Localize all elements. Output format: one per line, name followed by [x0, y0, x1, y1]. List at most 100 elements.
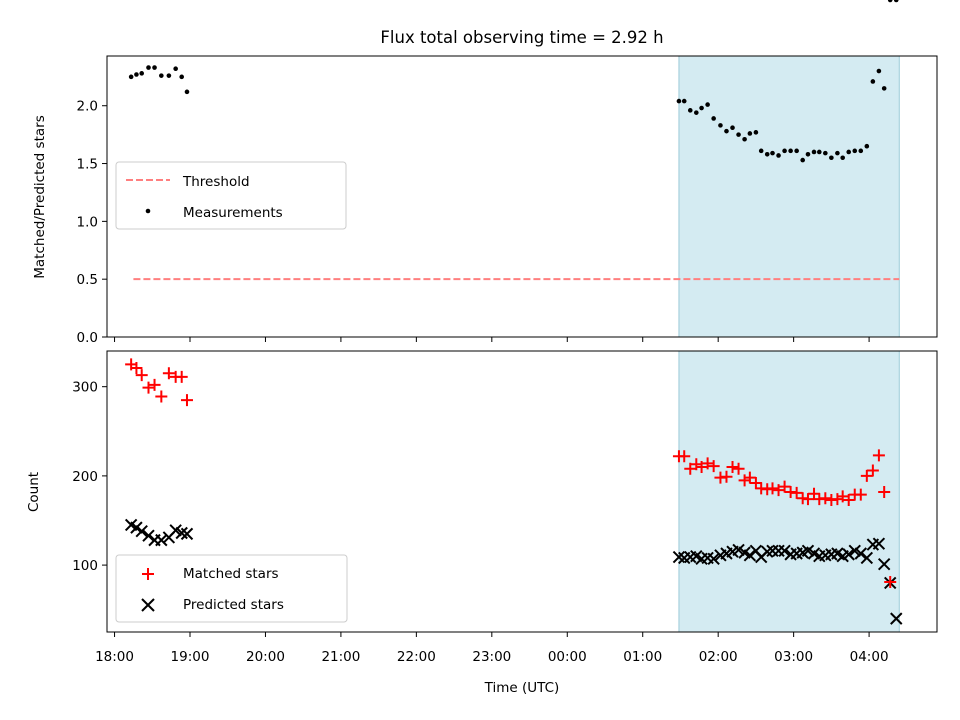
bottom-x-ticks: 18:00 19:00 20:00 21:00 22:00 23:00 00:00 01:00… [95, 632, 889, 665]
predicted-star-point [877, 557, 891, 571]
predicted-star-point [135, 524, 148, 538]
predicted-star-point [890, 612, 903, 625]
x-tick-label: 20:00 [246, 649, 285, 665]
matched-star-point [695, 460, 708, 473]
measurement-point [776, 153, 781, 158]
x-tick-label: 03:00 [774, 649, 813, 665]
predicted-star-point [860, 551, 874, 565]
measurement-point [159, 73, 164, 78]
predicted-star-point [854, 547, 867, 560]
matched-star-point [701, 457, 714, 470]
matched-star-point [808, 487, 821, 500]
measurement-point [681, 98, 687, 104]
matched-star-point [766, 482, 779, 495]
measurement-point [134, 72, 139, 77]
measurement-point [730, 125, 735, 130]
measurement-point [152, 65, 157, 70]
matched-star-point [732, 462, 745, 475]
measurement-point [711, 116, 716, 121]
measurement-point [835, 150, 840, 156]
legend-threshold-label: Threshold [182, 174, 250, 190]
predicted-star-point [707, 552, 720, 566]
measurement-point [699, 105, 704, 111]
measurement-point [846, 149, 852, 155]
legend-predicted-label: Predicted stars [183, 597, 284, 613]
measurement-point [794, 148, 799, 154]
bottom-y-axis-label: Count [26, 472, 42, 512]
measurement-point [816, 149, 822, 155]
legend-measurements-marker [145, 208, 151, 214]
matched-star-point [678, 450, 691, 463]
matched-star-point [801, 493, 814, 506]
predicted-star-point [842, 548, 855, 561]
bottom-y-tick-label: 200 [72, 469, 98, 485]
measurements-series [128, 0, 899, 163]
matched-star-point [884, 576, 897, 589]
matched-star-point [135, 369, 148, 382]
measurement-point [788, 148, 793, 154]
bottom-legend: Matched stars Predicted stars [115, 554, 348, 623]
top-axes-frame [106, 55, 938, 338]
x-tick-label: 02:00 [699, 649, 738, 665]
top-y-axis-label: Matched/Predicted stars [32, 115, 48, 278]
legend-predicted-marker [141, 598, 155, 612]
measurement-point [876, 68, 882, 74]
x-tick-label: 21:00 [321, 649, 360, 665]
measurement-point [840, 155, 845, 161]
top-y-ticks: 0.0 0.5 1.0 1.5 2.0 [77, 99, 107, 346]
measurement-point [764, 151, 770, 157]
matched-star-point [142, 381, 155, 394]
measurement-point [893, 0, 899, 3]
bottom-y-tick-label: 300 [72, 380, 98, 396]
measurement-point [718, 123, 723, 128]
top-legend: Threshold Measurements [115, 161, 347, 230]
measurement-point [128, 74, 134, 80]
top-y-tick-label: 0.5 [77, 272, 98, 288]
top-x-ticks [114, 337, 870, 342]
matched-star-point [878, 485, 891, 498]
measurement-point [146, 65, 151, 70]
measurement-point [179, 74, 184, 80]
chart-title: Flux total observing time = 2.92 h [380, 28, 663, 47]
matched-star-point [872, 449, 885, 462]
top-y-tick-label: 2.0 [77, 99, 98, 115]
predicted-star-point [743, 549, 757, 562]
matched-star-point [720, 470, 733, 483]
matched-star-point [180, 394, 193, 407]
matched-star-point [743, 471, 756, 484]
matched-star-point [175, 370, 188, 383]
top-y-tick-label: 0.0 [77, 330, 98, 346]
x-tick-label: 04:00 [850, 649, 889, 665]
matched-star-point [155, 390, 168, 403]
measurement-point [823, 150, 828, 156]
matched-star-point [790, 486, 803, 499]
x-axis-label: Time (UTC) [484, 680, 560, 696]
x-tick-label: 01:00 [623, 649, 662, 665]
matched-star-point [854, 488, 867, 501]
measurement-point [753, 130, 759, 135]
measurement-point [782, 148, 787, 154]
measurement-point [852, 148, 858, 154]
measurement-point [166, 73, 172, 78]
matched-star-point [819, 492, 832, 505]
top-panel: 0.00.51.01.52.0 Matched/Predicted stars … [32, 0, 938, 346]
measurement-point [829, 155, 834, 161]
legend-matched-marker [142, 568, 154, 580]
matched-star-point [162, 367, 175, 380]
matched-star-point [772, 484, 785, 497]
matched-star-point [860, 469, 873, 482]
predicted-star-point [778, 544, 791, 558]
bottom-panel: 18:00 19:00 20:00 21:00 22:00 23:00 00:00 01:00… [26, 351, 938, 696]
top-y-tick-label: 1.0 [77, 214, 98, 230]
measurement-point [676, 98, 682, 104]
measurement-point [184, 89, 190, 95]
legend-measurements-label: Measurements [183, 205, 283, 221]
top-shaded-span [678, 55, 900, 338]
matched-star-point [707, 460, 720, 473]
x-tick-label: 00:00 [548, 649, 587, 665]
matched-star-point [690, 458, 703, 471]
measurement-point [736, 132, 741, 137]
matched-star-point [684, 462, 697, 475]
matched-star-point [778, 480, 791, 493]
